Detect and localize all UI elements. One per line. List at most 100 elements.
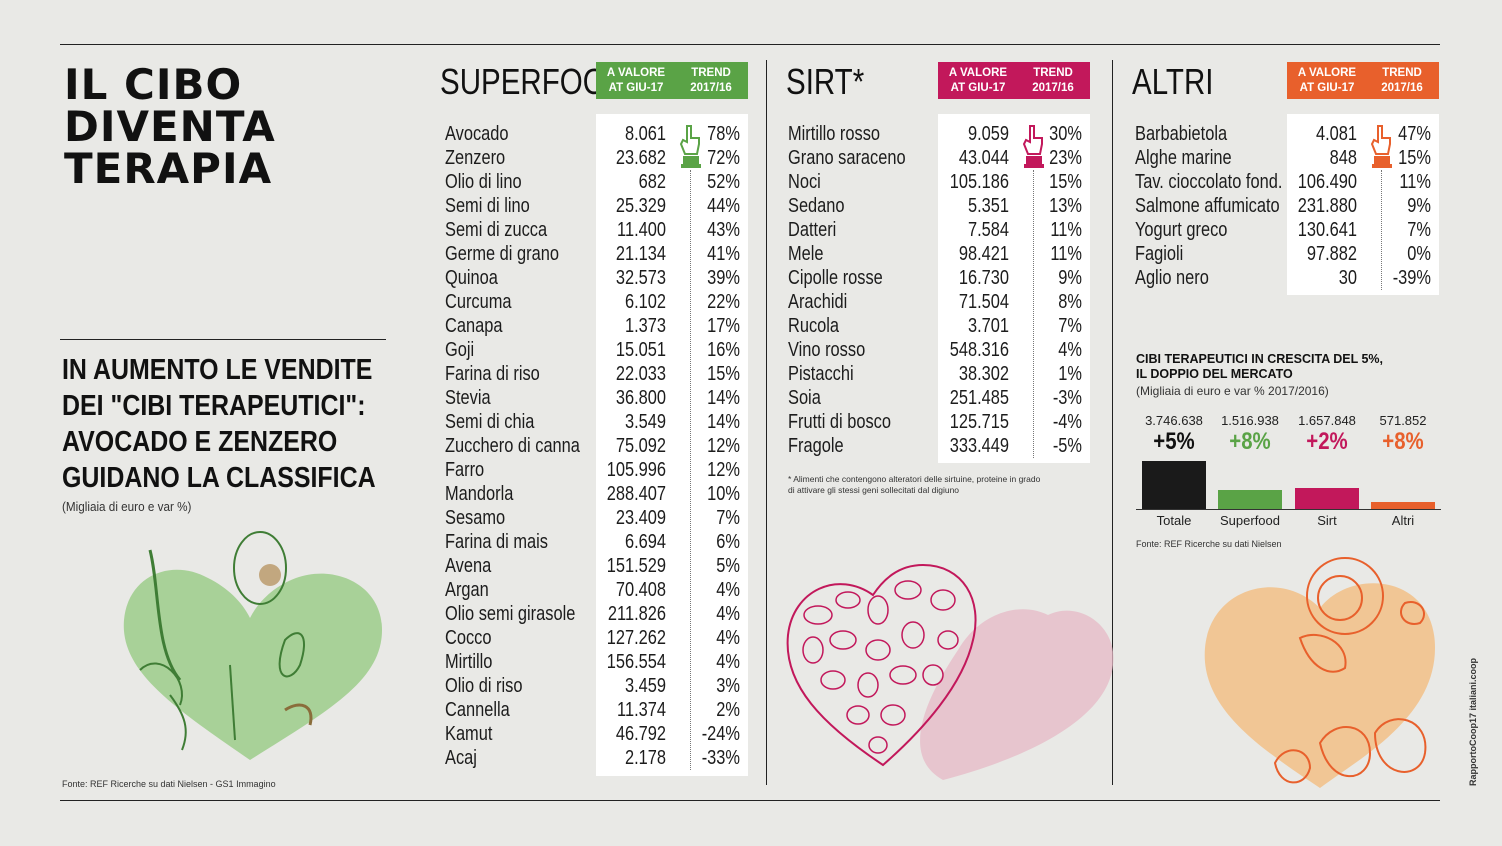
mini-value-label: 3.746.638 bbox=[1145, 413, 1203, 428]
col-divider-2 bbox=[1112, 60, 1113, 785]
row-trend: 15% bbox=[1049, 171, 1082, 193]
sirt-header-box: A VALORE AT GIU-17 TREND 2017/16 bbox=[938, 62, 1090, 99]
row-value: 32.573 bbox=[615, 267, 666, 289]
left-divider-rule bbox=[60, 339, 386, 340]
row-value: 30 bbox=[1338, 267, 1357, 289]
row-trend: 72% bbox=[707, 147, 740, 169]
row-trend: 30% bbox=[1049, 123, 1082, 145]
subtitle-line: AVOCADO E ZENZERO bbox=[62, 426, 338, 458]
row-name: Zenzero bbox=[445, 147, 506, 169]
row-trend: 17% bbox=[707, 315, 740, 337]
altri-col-trend-header: TREND 2017/16 bbox=[1367, 66, 1437, 96]
altri-title: ALTRI bbox=[1132, 61, 1214, 102]
trend-guide-line bbox=[1381, 170, 1382, 290]
row-trend: -3% bbox=[1052, 387, 1082, 409]
row-trend: 11% bbox=[1399, 171, 1431, 193]
row-value: 7.584 bbox=[967, 219, 1009, 241]
row-value: 11.374 bbox=[617, 699, 666, 721]
mini-growth-label: +2% bbox=[1306, 428, 1348, 455]
row-value: 130.641 bbox=[1297, 219, 1357, 241]
row-value: 4.081 bbox=[1315, 123, 1357, 145]
row-name: Olio di lino bbox=[445, 171, 522, 193]
col-divider-1 bbox=[766, 60, 767, 785]
row-trend: 4% bbox=[716, 627, 740, 649]
row-name: Mele bbox=[788, 243, 824, 265]
row-name: Quinoa bbox=[445, 267, 498, 289]
row-value: 15.051 bbox=[615, 339, 666, 361]
row-trend: 7% bbox=[1058, 315, 1082, 337]
row-trend: 12% bbox=[707, 459, 740, 481]
orange-heart-illustration bbox=[1204, 557, 1435, 788]
trend-guide-line bbox=[1033, 170, 1034, 458]
row-name: Cannella bbox=[445, 699, 510, 721]
row-name: Sesamo bbox=[445, 507, 506, 529]
row-trend: 4% bbox=[1058, 339, 1082, 361]
mini-chart-title-line: CIBI TERAPEUTICI IN CRESCITA DEL 5%, bbox=[1136, 352, 1384, 366]
row-name: Acaj bbox=[445, 747, 477, 769]
row-name: Farro bbox=[445, 459, 485, 481]
row-trend: 12% bbox=[707, 435, 740, 457]
main-title-line: DIVENTA bbox=[64, 102, 276, 151]
row-value: 105.996 bbox=[606, 459, 666, 481]
row-value: 548.316 bbox=[949, 339, 1009, 361]
superfood-col-value-header: A VALORE AT GIU-17 bbox=[598, 66, 674, 96]
row-name: Soia bbox=[788, 387, 821, 409]
row-name: Pistacchi bbox=[788, 363, 854, 385]
row-name: Salmone affumicato bbox=[1135, 195, 1280, 217]
row-name: Rucola bbox=[788, 315, 840, 337]
mini-category-label: Sirt bbox=[1317, 513, 1337, 528]
row-value: 23.409 bbox=[615, 507, 666, 529]
subtitle-note: (Migliaia di euro e var %) bbox=[62, 499, 192, 514]
sirt-title: SIRT* bbox=[786, 61, 865, 102]
row-value: 36.800 bbox=[615, 387, 666, 409]
row-trend: -24% bbox=[701, 723, 740, 745]
main-title-line: TERAPIA bbox=[64, 144, 273, 193]
row-value: 1.373 bbox=[624, 315, 666, 337]
main-title: IL CIBO DIVENTA TERAPIA bbox=[64, 64, 276, 190]
row-trend: 22% bbox=[707, 291, 740, 313]
row-trend: 3% bbox=[716, 675, 740, 697]
mini-growth-label: +8% bbox=[1382, 428, 1424, 455]
altri-col-value-header: A VALORE AT GIU-17 bbox=[1289, 66, 1365, 96]
row-name: Aglio nero bbox=[1135, 267, 1209, 289]
row-name: Avena bbox=[445, 555, 492, 577]
superfood-col-trend-header: TREND 2017/16 bbox=[676, 66, 746, 96]
row-name: Curcuma bbox=[445, 291, 512, 313]
mini-bar-totale bbox=[1142, 461, 1206, 509]
row-trend: 8% bbox=[1058, 291, 1082, 313]
row-trend: 6% bbox=[716, 531, 740, 553]
row-trend: -4% bbox=[1052, 411, 1082, 433]
mini-growth-label: +5% bbox=[1153, 428, 1195, 455]
altri-table-box bbox=[1287, 114, 1439, 295]
row-name: Alghe marine bbox=[1135, 147, 1232, 169]
mini-chart-subtitle: (Migliaia di euro e var % 2017/2016) bbox=[1136, 384, 1329, 398]
mini-chart-title: CIBI TERAPEUTICI IN CRESCITA DEL 5%, IL … bbox=[1136, 352, 1383, 382]
row-name: Farina di mais bbox=[445, 531, 548, 553]
credit-vertical: RapportoCoop17 italiani.coop bbox=[1468, 657, 1478, 786]
mini-value-label: 1.657.848 bbox=[1298, 413, 1356, 428]
row-name: Kamut bbox=[445, 723, 493, 745]
altri-header-box: A VALORE AT GIU-17 TREND 2017/16 bbox=[1287, 62, 1439, 99]
row-trend: 4% bbox=[716, 651, 740, 673]
superfood-title: SUPERFOOD bbox=[440, 61, 627, 102]
row-trend: 14% bbox=[707, 387, 740, 409]
row-trend: 4% bbox=[716, 603, 740, 625]
row-trend: 52% bbox=[707, 171, 740, 193]
mini-chart-title-line: IL DOPPIO DEL MERCATO bbox=[1136, 367, 1293, 381]
row-value: 16.730 bbox=[958, 267, 1009, 289]
row-name: Olio semi girasole bbox=[445, 603, 576, 625]
row-name: Mirtillo bbox=[445, 651, 493, 673]
row-name: Germe di grano bbox=[445, 243, 559, 265]
row-trend: 7% bbox=[1407, 219, 1431, 241]
row-value: 3.549 bbox=[624, 411, 666, 433]
row-value: 22.033 bbox=[615, 363, 666, 385]
row-value: 75.092 bbox=[615, 435, 666, 457]
mini-value-label: 571.852 bbox=[1379, 413, 1427, 428]
header-line: 2017/16 bbox=[1381, 82, 1423, 94]
header-line: 2017/16 bbox=[1032, 82, 1074, 94]
row-name: Cocco bbox=[445, 627, 492, 649]
header-line: 2017/16 bbox=[690, 82, 732, 94]
subtitle-line: DEI "CIBI TERAPEUTICI": bbox=[62, 390, 366, 422]
row-value: 2.178 bbox=[624, 747, 666, 769]
row-value: 105.186 bbox=[949, 171, 1009, 193]
